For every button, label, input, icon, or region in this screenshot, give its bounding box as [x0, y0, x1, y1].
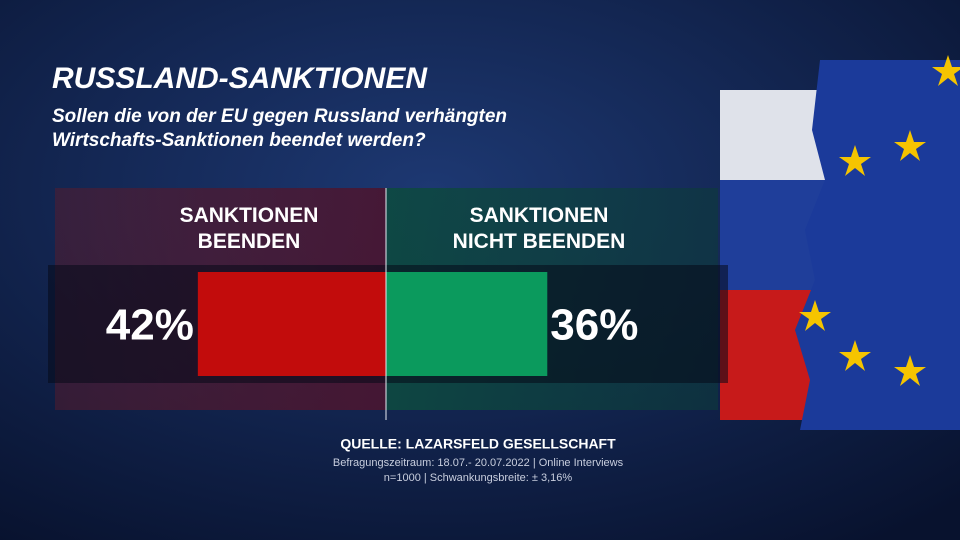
category-label: SANKTIONEN NICHT BEENDEN — [452, 204, 626, 253]
subtitle: Sollen die von der EU gegen Russland ver… — [52, 106, 507, 127]
subtitle: Wirtschafts-Sanktionen beendet werden? — [52, 130, 426, 151]
title: RUSSLAND-SANKTIONEN — [52, 62, 428, 95]
bar — [197, 272, 386, 376]
bar — [386, 272, 548, 376]
category-label: SANKTIONEN BEENDEN — [179, 204, 319, 253]
flag — [720, 55, 960, 430]
value-label: 42% — [106, 301, 194, 350]
note: n=1000 | Schwankungsbreite: ± 3,16% — [384, 472, 573, 484]
note: Befragungszeitraum: 18.07.- 20.07.2022 |… — [333, 457, 624, 469]
source: QUELLE: LAZARSFELD GESELLSCHAFT — [340, 436, 616, 452]
value-label: 36% — [550, 301, 638, 350]
